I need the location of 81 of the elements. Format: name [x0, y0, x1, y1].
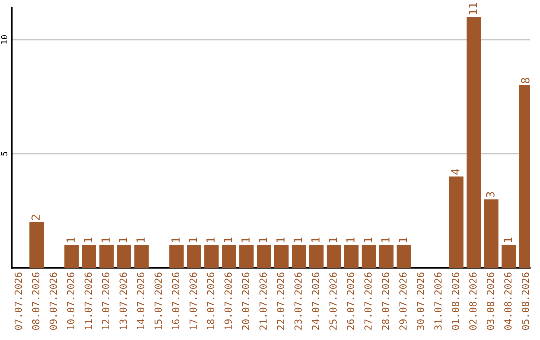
data-label: 1 — [66, 238, 75, 242]
x-tick-label: 13.07.2026 — [120, 272, 128, 330]
x-tick-label: 29.07.2026 — [400, 272, 407, 330]
data-label: 1 — [84, 238, 92, 242]
bar — [222, 245, 236, 268]
x-tick-label: 15.07.2026 — [154, 272, 162, 330]
x-tick-label: 02.08.2026 — [470, 272, 477, 330]
x-tick-label: 22.07.2026 — [277, 272, 285, 330]
bar — [449, 176, 464, 268]
data-label: 11 — [469, 3, 478, 14]
x-tick-label: 24.07.2026 — [312, 272, 320, 330]
x-tick-label: 19.07.2026 — [224, 272, 232, 330]
bar — [326, 245, 342, 268]
data-label: 1 — [382, 238, 390, 242]
data-label: 1 — [102, 238, 110, 242]
x-tick-label: 01.08.2026 — [452, 272, 460, 330]
bar — [309, 245, 324, 268]
data-label: 3 — [486, 192, 495, 198]
y-tick-label: 5 — [1, 152, 8, 156]
bar — [292, 245, 306, 268]
bar — [466, 17, 482, 268]
bar — [344, 245, 359, 268]
x-tick-label: 26.07.2026 — [347, 272, 354, 330]
bar — [187, 245, 202, 268]
bar — [30, 222, 44, 268]
data-label: 1 — [224, 238, 232, 242]
bar — [274, 245, 289, 268]
bar — [117, 245, 132, 268]
x-tick-label: 17.07.2026 — [190, 272, 198, 330]
bar — [100, 245, 114, 268]
data-label: 2 — [32, 215, 40, 220]
x-tick-label: 08.07.2026 — [32, 272, 40, 330]
data-label: 1 — [206, 238, 215, 242]
x-tick-label: 31.07.2026 — [434, 272, 442, 330]
data-label: 1 — [364, 238, 372, 242]
bar — [134, 245, 149, 268]
x-tick-label: 05.08.2026 — [522, 272, 530, 330]
bar — [396, 245, 412, 268]
x-tick-label: 28.07.2026 — [382, 272, 390, 330]
data-label: 1 — [329, 238, 338, 242]
bar — [484, 200, 499, 268]
x-tick-label: 03.08.2026 — [487, 272, 494, 330]
x-tick-label: 16.07.2026 — [172, 272, 180, 330]
x-tick-label: 25.07.2026 — [330, 272, 337, 330]
data-label: 1 — [119, 238, 128, 242]
x-tick-label: 11.07.2026 — [84, 272, 92, 330]
x-tick-label: 18.07.2026 — [207, 272, 215, 330]
x-tick-label: 21.07.2026 — [260, 272, 268, 330]
x-tick-label: 20.07.2026 — [242, 272, 250, 330]
data-label: 1 — [312, 238, 320, 242]
data-label: 1 — [136, 238, 145, 242]
x-tick-label: 12.07.2026 — [102, 272, 110, 330]
data-label: 1 — [294, 238, 302, 242]
bar — [204, 245, 219, 268]
bar — [257, 245, 272, 268]
data-label: 1 — [276, 238, 285, 242]
data-label: 1 — [172, 238, 180, 242]
bar — [170, 245, 184, 268]
bar — [362, 245, 376, 268]
data-label: 1 — [399, 238, 408, 242]
data-label: 1 — [242, 238, 250, 242]
data-label: 1 — [504, 238, 512, 242]
x-tick-label: 04.08.2026 — [504, 272, 512, 330]
x-tick-label: 14.07.2026 — [137, 272, 145, 330]
x-tick-label: 09.07.2026 — [50, 272, 58, 330]
data-label: 1 — [189, 238, 198, 242]
y-tick-label: 10 — [1, 35, 8, 44]
data-label: 4 — [452, 169, 460, 175]
x-tick-label: 30.07.2026 — [417, 272, 424, 330]
bar — [502, 245, 516, 268]
bar — [64, 245, 79, 268]
x-tick-label: 23.07.2026 — [294, 272, 302, 330]
bar — [240, 245, 254, 268]
bar — [82, 245, 96, 268]
x-tick-label: 27.07.2026 — [364, 272, 372, 330]
bar — [379, 245, 394, 268]
x-tick-label: 07.07.2026 — [14, 272, 22, 330]
data-label: 8 — [521, 78, 530, 84]
data-label: 1 — [346, 238, 355, 242]
x-tick-label: 10.07.2026 — [67, 272, 75, 330]
data-label: 1 — [259, 238, 268, 242]
